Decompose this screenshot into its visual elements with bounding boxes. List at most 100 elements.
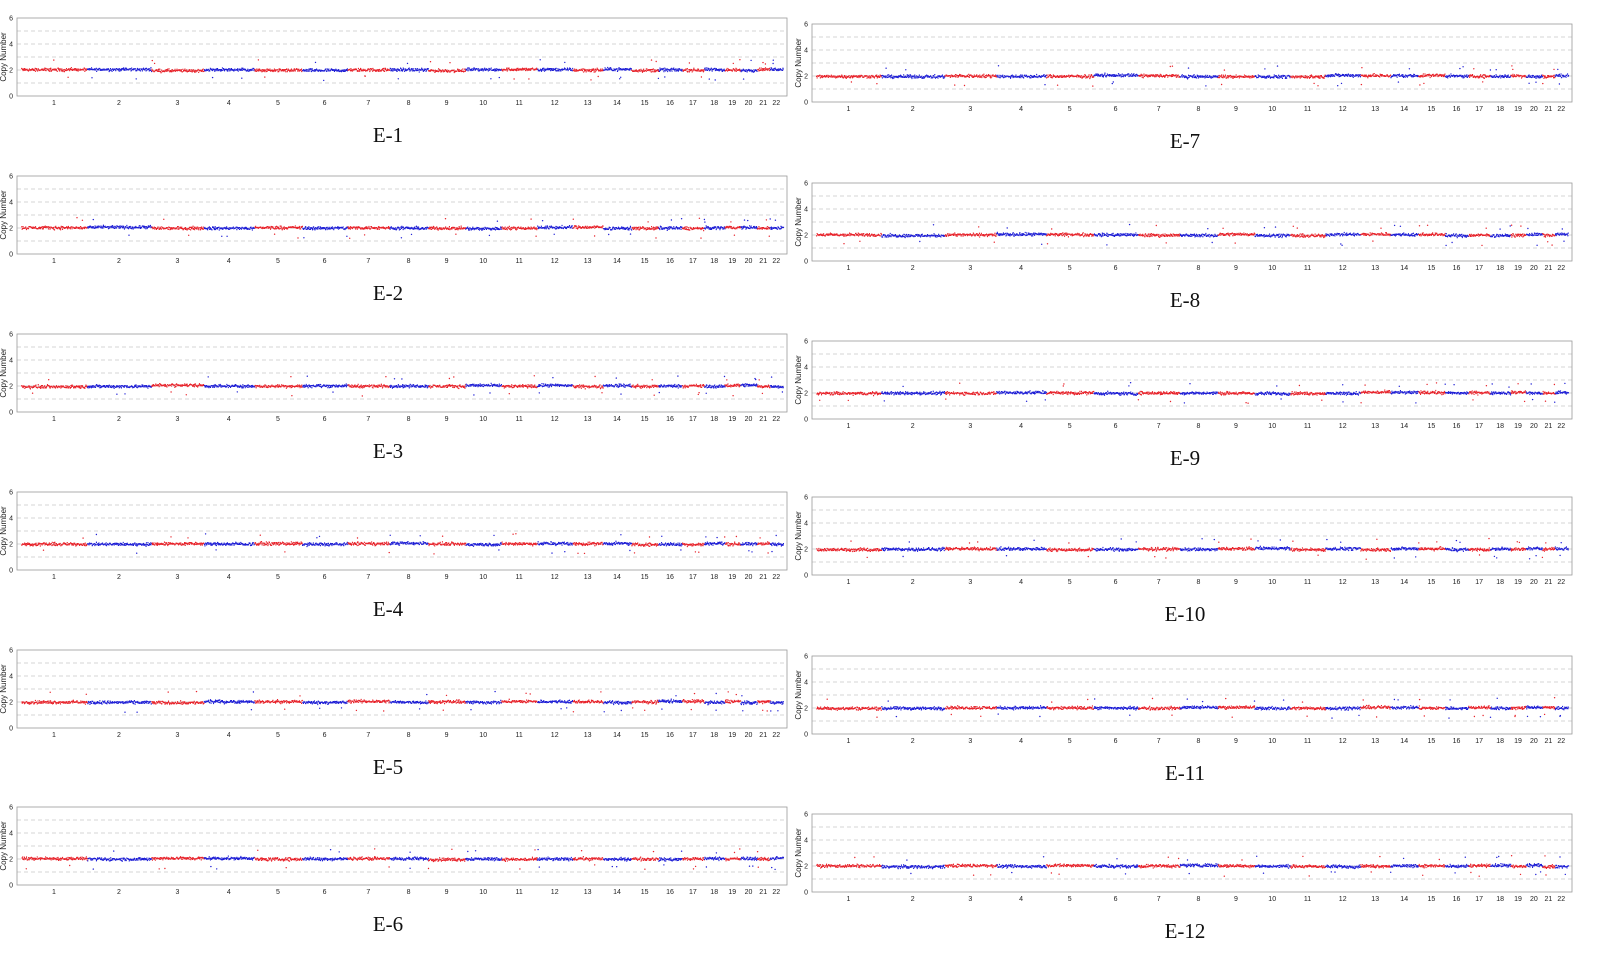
x-tick-label: 6 [323,732,327,739]
x-tick-label: 3 [175,732,179,739]
copy-number-points [944,73,997,79]
x-tick-label: 21 [1545,265,1553,272]
x-tick-label: 4 [227,258,231,265]
chromosome-18-points [1489,69,1512,79]
x-tick-label: 13 [1371,423,1379,430]
x-tick-label: 20 [745,889,753,896]
y-tick-label: 4 [804,838,808,845]
outlier-point [306,375,308,377]
outlier-point [1499,228,1501,230]
outlier-point [1390,871,1392,873]
outlier-point [1106,244,1108,246]
outlier-point [496,220,499,222]
outlier-point [675,695,677,697]
outlier-point [708,78,710,80]
outlier-point [1481,244,1483,247]
chromosome-22-points [769,856,784,871]
copy-number-points [428,383,466,390]
outlier-point [319,707,321,709]
outlier-point [388,866,390,868]
x-tick-label: 14 [1400,896,1408,903]
outlier-point [135,78,137,80]
outlier-point [1397,81,1400,83]
outlier-point [1116,858,1118,860]
copy-number-points [682,383,705,389]
copy-number-points [724,541,742,547]
outlier-point [136,552,138,554]
chromosome-2-points [87,384,153,395]
outlier-point [700,237,702,239]
y-tick-label: 4 [804,680,808,687]
outlier-point [116,393,118,395]
copy-number-points [1390,232,1419,237]
x-tick-label: 17 [1475,579,1483,586]
outlier-point [1541,556,1544,559]
outlier-point [1462,66,1464,68]
copy-number-points [501,67,538,72]
x-tick-label: 21 [759,732,767,739]
copy-number-points [1325,706,1362,712]
x-tick-label: 7 [1157,423,1161,430]
copy-number-points [1418,546,1446,552]
y-tick-label: 4 [9,674,13,681]
x-tick-label: 16 [666,100,674,107]
copy-number-points [1360,547,1391,552]
copy-number-points [347,856,390,862]
x-tick-label: 21 [759,100,767,107]
copy-number-points [151,225,205,231]
x-tick-label: 12 [551,889,559,896]
outlier-point [163,218,165,220]
copy-number-points [572,541,604,547]
x-tick-label: 15 [1428,106,1436,113]
copy-number-points [1554,73,1570,79]
x-tick-label: 1 [847,265,851,272]
copy-number-points [572,67,604,73]
outlier-point [762,709,764,711]
copy-number-points [21,225,88,231]
outlier-point [1445,244,1447,247]
copy-number-points [572,856,604,862]
outlier-point [1435,382,1438,384]
y-tick-label: 0 [9,252,13,259]
x-tick-label: 22 [1557,738,1565,745]
copy-number-points [881,232,946,239]
outlier-point [1498,855,1500,858]
outlier-point [959,382,961,384]
copy-number-points [740,541,758,547]
chromosome-6-points [302,61,348,82]
copy-number-points [1218,390,1256,396]
chromosome-3-points [944,705,997,717]
outlier-point [1554,401,1556,403]
x-tick-label: 3 [968,738,972,745]
copy-number-points [537,224,574,230]
outlier-point [49,691,51,693]
outlier-point [1360,402,1362,404]
copy-number-points [1445,547,1470,553]
outlier-point [770,376,773,378]
x-tick-label: 8 [407,416,411,423]
outlier-point [363,234,366,236]
x-tick-label: 16 [666,574,674,581]
outlier-point [82,537,84,539]
chromosome-6-points [1093,223,1139,246]
outlier-point [541,220,544,222]
outlier-point [356,537,359,539]
outlier-point [1473,715,1476,718]
plot-frame [16,175,788,255]
chromosome-11-points [501,692,538,704]
outlier-point [1317,85,1319,87]
copy-number-points [603,700,633,706]
outlier-point [1330,871,1333,873]
y-tick-label: 2 [804,233,808,240]
x-tick-label: 10 [1268,423,1276,430]
chromosome-7-points [1138,697,1181,716]
copy-number-points [1179,73,1219,80]
chromosome-14-points [1390,857,1419,873]
copy-number-points [428,225,467,231]
x-tick-label: 18 [710,416,718,423]
outlier-point [980,715,982,717]
x-tick-label: 14 [613,889,621,896]
y-tick-label: 2 [9,68,13,75]
chromosome-19-points [1510,224,1527,238]
